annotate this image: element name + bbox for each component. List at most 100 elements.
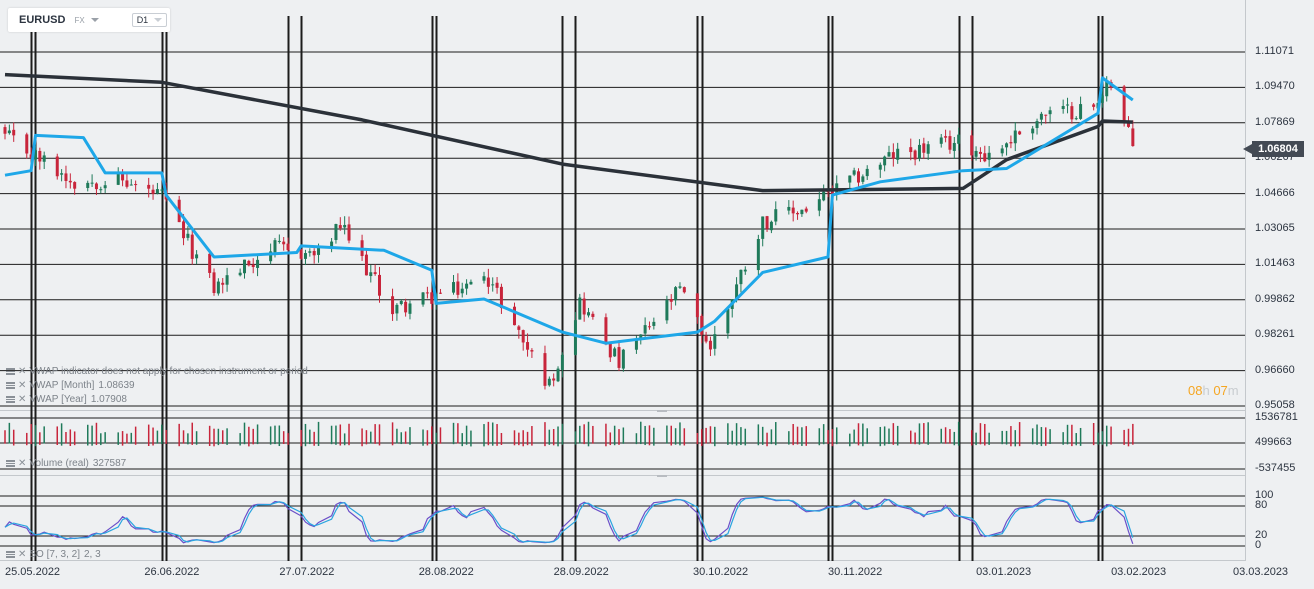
candle-body bbox=[556, 368, 560, 382]
indicator-text: SO [7, 3, 2] bbox=[29, 549, 80, 560]
candle-body bbox=[364, 254, 368, 276]
date-tick-label: 30.10.2022 bbox=[693, 566, 749, 578]
candle-body bbox=[1079, 104, 1083, 119]
candle-body bbox=[735, 284, 739, 299]
candle-body bbox=[377, 274, 381, 296]
vwap-year-line bbox=[4, 72, 1133, 193]
candle-body bbox=[373, 272, 377, 275]
menu-icon[interactable] bbox=[6, 368, 15, 375]
timeframe-select[interactable]: D1 bbox=[131, 13, 168, 27]
candle-body bbox=[913, 150, 917, 160]
candle-body bbox=[286, 243, 290, 251]
menu-icon[interactable] bbox=[6, 551, 15, 558]
candle-body bbox=[708, 340, 712, 350]
candle-body bbox=[939, 137, 943, 144]
candle-body bbox=[613, 348, 617, 357]
panel-resize-handle[interactable] bbox=[657, 475, 667, 477]
candle-body bbox=[704, 335, 708, 342]
candle-body bbox=[887, 152, 891, 157]
panel-resize-handle[interactable] bbox=[657, 410, 667, 412]
candle-body bbox=[621, 349, 625, 369]
candle-body bbox=[482, 276, 486, 281]
candle-body bbox=[848, 175, 852, 183]
volume-tick-label: 499663 bbox=[1255, 436, 1292, 448]
candle-body bbox=[530, 350, 534, 352]
candle-body bbox=[917, 144, 921, 159]
candle-body bbox=[582, 298, 586, 315]
date-tick-label: 26.06.2022 bbox=[144, 566, 200, 578]
candle-body bbox=[743, 269, 747, 272]
candle-body bbox=[99, 189, 103, 191]
candle-body bbox=[404, 301, 408, 313]
candle-body bbox=[225, 275, 229, 285]
candle-body bbox=[682, 287, 686, 293]
candle-body bbox=[491, 284, 495, 286]
date-tick-label: 03.01.2023 bbox=[976, 566, 1032, 578]
indicator-value: 1.07908 bbox=[90, 394, 127, 405]
candle-body bbox=[86, 182, 90, 189]
volume-tick-label: -537455 bbox=[1255, 462, 1296, 474]
vwap-month-line bbox=[4, 76, 1134, 345]
indicator-label-volume[interactable]: ✕ Volume (real) 327587 bbox=[6, 458, 126, 469]
candle-body bbox=[182, 221, 186, 239]
candle-body bbox=[1092, 104, 1096, 107]
candle-body bbox=[395, 304, 399, 314]
symbol-selector[interactable]: EURUSD FX D1 bbox=[8, 8, 170, 32]
candle-body bbox=[761, 216, 765, 239]
chevron-down-icon[interactable] bbox=[90, 18, 99, 22]
candle-body bbox=[883, 156, 887, 166]
symbol-name[interactable]: EURUSD bbox=[19, 14, 66, 26]
candle-body bbox=[1100, 95, 1104, 103]
candle-body bbox=[42, 155, 46, 162]
candle-body bbox=[317, 247, 321, 255]
candle-body bbox=[1018, 131, 1022, 135]
candle-body bbox=[251, 264, 255, 268]
close-icon[interactable]: ✕ bbox=[18, 366, 27, 377]
date-tick-label: 27.07.2022 bbox=[279, 566, 335, 578]
candle-body bbox=[1035, 121, 1039, 129]
candle-body bbox=[129, 184, 133, 186]
candle-body bbox=[29, 154, 33, 159]
candle-body bbox=[1013, 130, 1017, 144]
candle-body bbox=[334, 224, 338, 240]
candle-body bbox=[469, 281, 473, 285]
candle-body bbox=[861, 176, 865, 182]
indicator-label-vwap-notice[interactable]: ✕ VWAP indicator does not apply for chos… bbox=[6, 366, 308, 377]
candle-body bbox=[952, 142, 956, 151]
close-icon[interactable]: ✕ bbox=[18, 394, 27, 405]
candle-body bbox=[891, 152, 895, 159]
countdown-minutes: 07 bbox=[1213, 383, 1228, 398]
candle-body bbox=[1122, 86, 1126, 122]
close-icon[interactable]: ✕ bbox=[18, 458, 27, 469]
candle-body bbox=[121, 173, 125, 181]
close-icon[interactable]: ✕ bbox=[18, 549, 27, 560]
candle-body bbox=[1074, 118, 1078, 120]
price-tick-label: 1.01463 bbox=[1255, 257, 1295, 270]
menu-icon[interactable] bbox=[6, 460, 15, 467]
menu-icon[interactable] bbox=[6, 396, 15, 403]
indicator-label-vwap-year[interactable]: ✕ VWAP [Year] 1.07908 bbox=[6, 394, 127, 405]
volume-tick-label: 1536781 bbox=[1255, 411, 1298, 423]
candle-body bbox=[1061, 106, 1065, 110]
candle-body bbox=[186, 233, 190, 238]
indicator-label-vwap-month[interactable]: ✕ VWAP [Month] 1.08639 bbox=[6, 380, 135, 391]
candle-body bbox=[578, 297, 582, 320]
oscillator-tick-label: 80 bbox=[1255, 499, 1268, 511]
candle-body bbox=[865, 168, 869, 177]
close-icon[interactable]: ✕ bbox=[18, 380, 27, 391]
candle-body bbox=[303, 253, 307, 259]
indicator-label-stochastic[interactable]: ✕ SO [7, 3, 2] 2, 3 bbox=[6, 549, 101, 560]
candle-body bbox=[38, 150, 42, 162]
candle-body bbox=[160, 189, 164, 191]
candle-body bbox=[155, 189, 159, 194]
menu-icon[interactable] bbox=[6, 382, 15, 389]
candle-body bbox=[430, 292, 434, 304]
candle-body bbox=[103, 185, 107, 189]
candle-body bbox=[970, 135, 974, 156]
candle-body bbox=[90, 182, 94, 184]
candle-body bbox=[3, 127, 7, 134]
candle-body bbox=[190, 234, 194, 259]
price-tick-label: 0.98261 bbox=[1255, 328, 1295, 341]
